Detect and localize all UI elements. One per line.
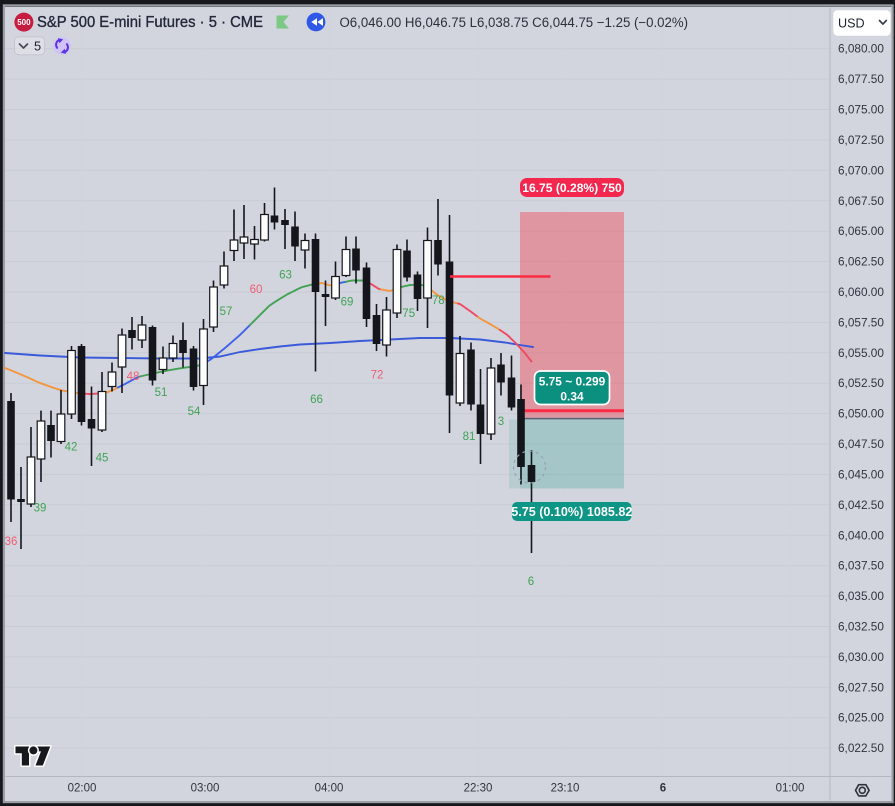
svg-text:6,035.00: 6,035.00 <box>838 589 884 603</box>
svg-text:39: 39 <box>34 503 47 515</box>
svg-text:04:00: 04:00 <box>315 783 344 795</box>
svg-text:6,075.00: 6,075.00 <box>838 103 884 117</box>
svg-text:6,062.50: 6,062.50 <box>838 255 884 269</box>
svg-text:6,052.50: 6,052.50 <box>838 376 884 390</box>
svg-text:6,040.00: 6,040.00 <box>838 528 884 542</box>
svg-text:6: 6 <box>660 783 666 795</box>
svg-text:6,057.50: 6,057.50 <box>838 315 884 329</box>
svg-text:6,067.50: 6,067.50 <box>838 194 884 208</box>
svg-text:6,077.50: 6,077.50 <box>838 72 884 86</box>
svg-text:6,072.50: 6,072.50 <box>838 133 884 147</box>
svg-text:6,030.00: 6,030.00 <box>838 650 884 664</box>
svg-text:66: 66 <box>310 394 323 406</box>
svg-text:6,050.00: 6,050.00 <box>838 407 884 421</box>
svg-text:81: 81 <box>463 431 476 443</box>
svg-text:60: 60 <box>250 284 263 296</box>
svg-text:69: 69 <box>341 297 354 309</box>
svg-text:O6,046.00 H6,046.75 L6,038.75: O6,046.00 H6,046.75 L6,038.75 C6,044.75 … <box>340 15 689 30</box>
svg-text:6,065.00: 6,065.00 <box>838 224 884 238</box>
svg-text:63: 63 <box>279 270 292 282</box>
svg-text:75: 75 <box>402 308 415 320</box>
svg-text:6,055.00: 6,055.00 <box>838 346 884 360</box>
svg-text:6,037.50: 6,037.50 <box>838 559 884 573</box>
svg-text:3: 3 <box>498 416 504 428</box>
svg-text:42: 42 <box>65 442 78 454</box>
svg-text:22:30: 22:30 <box>464 783 493 795</box>
svg-text:48: 48 <box>127 371 140 383</box>
svg-text:S&P 500 E-mini Futures · 5 · C: S&P 500 E-mini Futures · 5 · CME <box>37 14 263 31</box>
svg-text:36: 36 <box>5 536 18 548</box>
svg-text:6,022.50: 6,022.50 <box>838 741 884 755</box>
svg-text:6,045.00: 6,045.00 <box>838 467 884 481</box>
svg-text:02:00: 02:00 <box>68 783 97 795</box>
svg-text:23:10: 23:10 <box>551 783 580 795</box>
svg-text:6: 6 <box>528 576 534 588</box>
svg-text:03:00: 03:00 <box>191 783 220 795</box>
svg-text:6,042.50: 6,042.50 <box>838 498 884 512</box>
svg-text:78: 78 <box>432 295 445 307</box>
svg-text:16.75 (0.28%) 750: 16.75 (0.28%) 750 <box>522 181 622 195</box>
svg-text:5.75 ~ 0.299: 5.75 ~ 0.299 <box>539 375 606 389</box>
svg-text:6,070.00: 6,070.00 <box>838 163 884 177</box>
svg-text:6,027.50: 6,027.50 <box>838 680 884 694</box>
svg-text:6,060.00: 6,060.00 <box>838 285 884 299</box>
svg-text:6,047.50: 6,047.50 <box>838 437 884 451</box>
svg-text:0.34: 0.34 <box>560 390 584 404</box>
svg-text:45: 45 <box>96 453 109 465</box>
svg-text:57: 57 <box>220 306 233 318</box>
svg-text:01:00: 01:00 <box>776 783 805 795</box>
svg-text:51: 51 <box>155 387 168 399</box>
svg-text:5.75 (0.10%) 1085.82: 5.75 (0.10%) 1085.82 <box>511 505 632 519</box>
svg-text:5: 5 <box>34 39 41 54</box>
svg-text:6,032.50: 6,032.50 <box>838 620 884 634</box>
svg-text:500: 500 <box>17 18 31 27</box>
svg-text:54: 54 <box>188 406 201 418</box>
svg-text:USD: USD <box>838 17 865 31</box>
svg-text:72: 72 <box>371 370 384 382</box>
svg-text:6,025.00: 6,025.00 <box>838 711 884 725</box>
svg-text:6,080.00: 6,080.00 <box>838 42 884 56</box>
